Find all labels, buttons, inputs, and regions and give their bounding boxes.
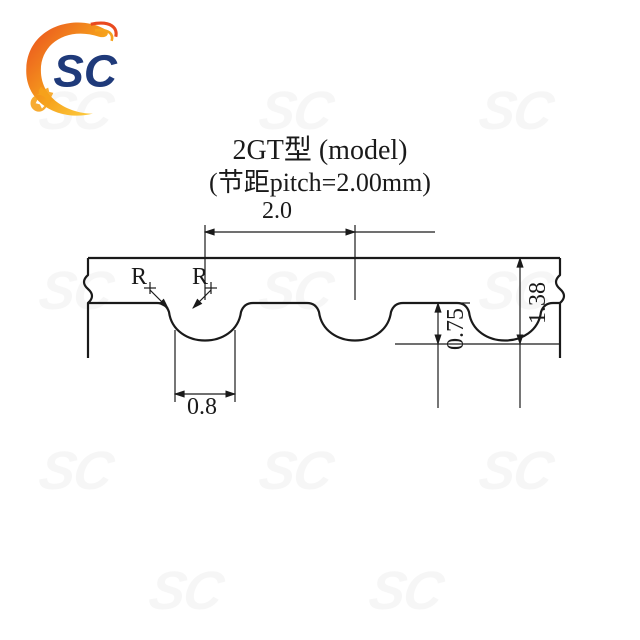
label-radius-left: R	[131, 264, 147, 291]
dim-pitch	[205, 225, 435, 300]
dim-total-thickness	[470, 258, 560, 408]
brand-logo: SC	[18, 18, 122, 122]
diagram-canvas: SC SC SC SC SC SC SC SC SC SC SC 2GT型 (m…	[0, 0, 640, 640]
belt-profile	[84, 258, 564, 358]
label-pitch: 2.0	[262, 198, 292, 225]
label-tooth-depth: 0.75	[443, 308, 470, 350]
svg-text:SC: SC	[53, 46, 118, 97]
label-total-thickness: 1.38	[525, 282, 552, 324]
label-tooth-width: 0.8	[187, 394, 217, 421]
label-radius-right: R	[192, 264, 208, 291]
